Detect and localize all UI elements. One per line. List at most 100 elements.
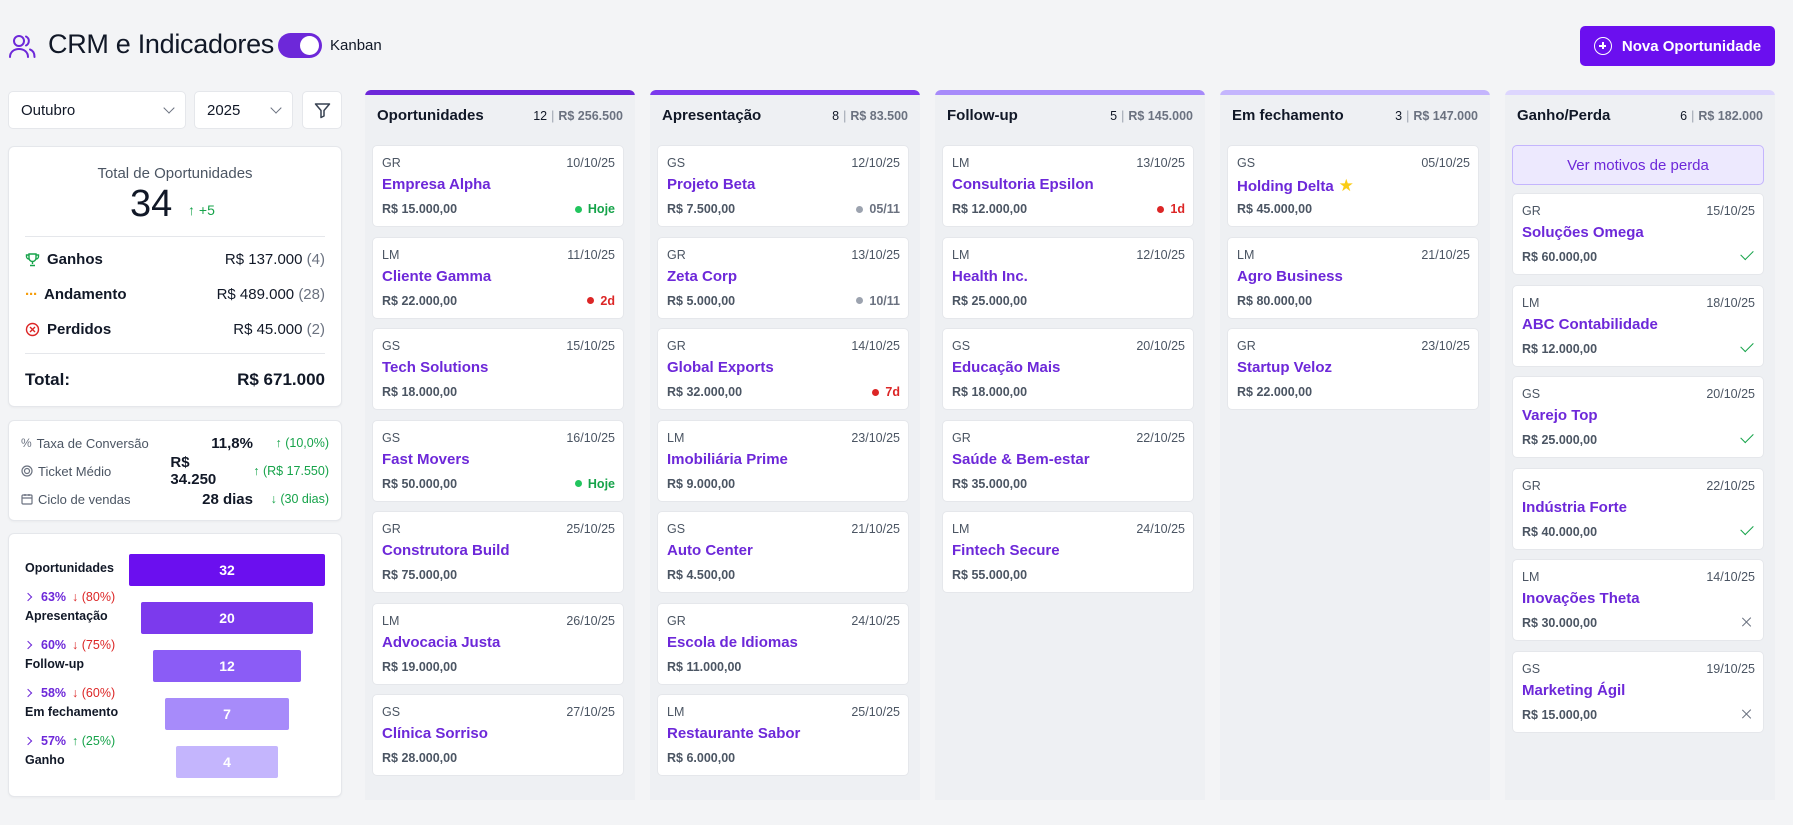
opportunity-card[interactable]: GR 22/10/25 Indústria Forte R$ 40.000,00	[1512, 467, 1764, 550]
card-date: 13/10/25	[851, 247, 900, 262]
owner-initials: GR	[1522, 204, 1541, 218]
status-dot-icon	[872, 388, 880, 396]
opportunity-name-text: Zeta Corp	[667, 267, 738, 285]
opportunity-card[interactable]: LM 12/10/25 Health Inc. R$ 25.000,00	[942, 236, 1194, 319]
close-icon	[1741, 616, 1753, 628]
opportunity-card[interactable]: LM 21/10/25 Agro Business R$ 80.000,00	[1227, 236, 1479, 319]
opportunity-card[interactable]: GS 20/10/25 Educação Mais R$ 18.000,00	[942, 328, 1194, 410]
summary-card: Total de Oportunidades 34 ↑ +5 Ganhos R$…	[8, 146, 342, 407]
card-date: 15/10/25	[1706, 204, 1755, 218]
opportunity-name: Escola de Idiomas	[667, 634, 798, 651]
filter-button[interactable]	[302, 91, 342, 129]
star-icon: ★	[1338, 176, 1354, 195]
opportunity-card[interactable]: LM 18/10/25 ABC Contabilidade R$ 12.000,00	[1512, 284, 1764, 367]
arrow-down-icon: ↓	[72, 638, 79, 652]
owner-initials: GR	[382, 522, 401, 536]
opportunity-value: R$ 6.000,00	[667, 751, 736, 765]
opportunity-card[interactable]: GR 24/10/25 Escola de Idiomas R$ 11.000,00	[657, 602, 909, 685]
conversion-drop-value: (25%)	[81, 734, 116, 748]
due-status: 10/11	[856, 294, 900, 308]
opportunity-name: Saúde & Bem-estar	[952, 451, 1090, 468]
opportunity-card[interactable]: LM 24/10/25 Fintech Secure R$ 55.000,00	[942, 511, 1194, 593]
opportunity-card[interactable]: GS 16/10/25 Fast Movers R$ 50.000,00 Hoje	[372, 419, 624, 502]
opportunity-card[interactable]: LM 26/10/25 Advocacia Justa R$ 19.000,00	[372, 602, 624, 685]
funnel-bar: 12	[153, 650, 301, 682]
column-meta: 12 | R$ 256.500	[533, 109, 623, 123]
column-count: 6	[1680, 108, 1688, 123]
owner-initials: GS	[1522, 387, 1541, 401]
column-amount: R$ 83.500	[850, 108, 908, 123]
opportunity-value: R$ 28.000,00	[382, 751, 458, 765]
column-accent	[650, 90, 920, 95]
column-amount: R$ 182.000	[1698, 108, 1763, 123]
opportunity-card[interactable]: GS 05/10/25 Holding Delta ★ R$ 45.000,00	[1227, 145, 1479, 227]
kanban-toggle[interactable]	[278, 33, 322, 58]
column-amount: R$ 145.000	[1128, 108, 1193, 123]
column-title: Em fechamento	[1232, 107, 1344, 124]
opportunity-name: Clínica Sorriso	[382, 725, 488, 742]
separator: |	[1406, 108, 1410, 123]
card-date: 26/10/25	[566, 613, 615, 628]
opportunity-name-text: Cliente Gamma	[382, 267, 492, 285]
opportunity-card[interactable]: LM 14/10/25 Inovações Theta R$ 30.000,00	[1512, 559, 1764, 641]
progress-label: Andamento	[44, 285, 127, 303]
opportunity-name-text: Startup Veloz	[1237, 359, 1333, 376]
opportunity-value: R$ 18.000,00	[952, 385, 1028, 399]
conversion-drop: ↓ (75%)	[72, 638, 115, 652]
opportunity-card[interactable]: GS 21/10/25 Auto Center R$ 4.500,00	[657, 511, 909, 593]
divider	[25, 353, 325, 354]
column-accent	[1220, 90, 1490, 95]
funnel-conversion: 63% ↓ (80%)	[23, 590, 115, 604]
opportunity-card[interactable]: LM 11/10/25 Cliente Gamma R$ 22.000,00 2d	[372, 236, 624, 319]
new-opportunity-button[interactable]: Nova Oportunidade	[1580, 26, 1775, 66]
opportunity-card[interactable]: GS 27/10/25 Clínica Sorriso R$ 28.000,00	[372, 694, 624, 776]
card-date: 24/10/25	[851, 613, 900, 628]
opportunity-card[interactable]: GR 23/10/25 Startup Veloz R$ 22.000,00	[1227, 328, 1479, 410]
card-date: 18/10/25	[1706, 295, 1755, 310]
opportunity-card[interactable]: GR 14/10/25 Global Exports R$ 32.000,00 7d	[657, 328, 909, 410]
owner-initials: GR	[667, 247, 686, 262]
opportunity-card[interactable]: GR 15/10/25 Soluções Omega R$ 60.000,00	[1512, 193, 1764, 275]
conversion-pct: 58%	[41, 686, 67, 700]
opportunity-name-text: Indústria Forte	[1522, 498, 1628, 516]
opportunity-card[interactable]: LM 23/10/25 Imobiliária Prime R$ 9.000,00	[657, 419, 909, 502]
opportunity-card[interactable]: GS 15/10/25 Tech Solutions R$ 18.000,00	[372, 328, 624, 410]
opportunity-name-text: Escola de Idiomas	[667, 633, 798, 651]
opportunity-card[interactable]: LM 25/10/25 Restaurante Sabor R$ 6.000,00	[657, 694, 909, 776]
chevron-right-icon[interactable]	[23, 688, 33, 698]
opportunity-value: R$ 75.000,00	[382, 568, 458, 582]
column-accent	[1505, 90, 1775, 95]
column-title: Apresentação	[662, 107, 762, 124]
opportunity-value: R$ 15.000,00	[1522, 707, 1598, 722]
opportunity-card[interactable]: GS 20/10/25 Varejo Top R$ 25.000,00	[1512, 376, 1764, 458]
opportunity-card[interactable]: GR 13/10/25 Zeta Corp R$ 5.000,00 10/11	[657, 236, 909, 319]
opportunity-card[interactable]: LM 13/10/25 Consultoria Epsilon R$ 12.000,0…	[942, 145, 1194, 227]
total-opportunities-value: 34	[130, 183, 173, 225]
opportunity-name-text: Restaurante Sabor	[667, 725, 801, 742]
chevron-right-icon[interactable]	[23, 736, 33, 746]
owner-initials: GS	[382, 339, 401, 353]
status-dot-icon	[856, 297, 864, 304]
chevron-right-icon[interactable]	[23, 640, 33, 650]
metric-value: 11,8%	[211, 434, 253, 452]
chevron-down-icon	[270, 102, 282, 114]
arrow-down-icon: ↓	[72, 686, 79, 700]
opportunity-card[interactable]: GR 25/10/25 Construtora Build R$ 75.000,00	[372, 511, 624, 593]
total-row: Total: R$ 671.000	[25, 369, 325, 391]
arrow-up-icon: ↑	[188, 202, 195, 218]
opportunity-name: Imobiliária Prime	[667, 451, 788, 468]
year-value: 2025	[207, 101, 241, 119]
x-circle-icon	[25, 322, 40, 336]
trophy-icon	[25, 252, 40, 266]
chevron-right-icon[interactable]	[23, 592, 33, 602]
due-status-text: Hoje	[587, 476, 615, 491]
opportunity-card[interactable]: GS 12/10/25 Projeto Beta R$ 7.500,00 05/11	[657, 145, 909, 227]
card-date: 14/10/25	[851, 339, 900, 353]
opportunity-card[interactable]: GR 10/10/25 Empresa Alpha R$ 15.000,00 Hoje	[372, 145, 624, 227]
month-select[interactable]: Outubro	[8, 91, 186, 129]
year-select[interactable]: 2025	[194, 91, 293, 129]
opportunity-card[interactable]: GR 22/10/25 Saúde & Bem-estar R$ 35.000,00	[942, 419, 1194, 502]
opportunity-card[interactable]: GS 19/10/25 Marketing Ágil R$ 15.000,00	[1512, 650, 1764, 733]
progress-value: R$ 489.000	[216, 285, 295, 303]
view-loss-reasons-button[interactable]: Ver motivos de perda	[1512, 145, 1764, 185]
